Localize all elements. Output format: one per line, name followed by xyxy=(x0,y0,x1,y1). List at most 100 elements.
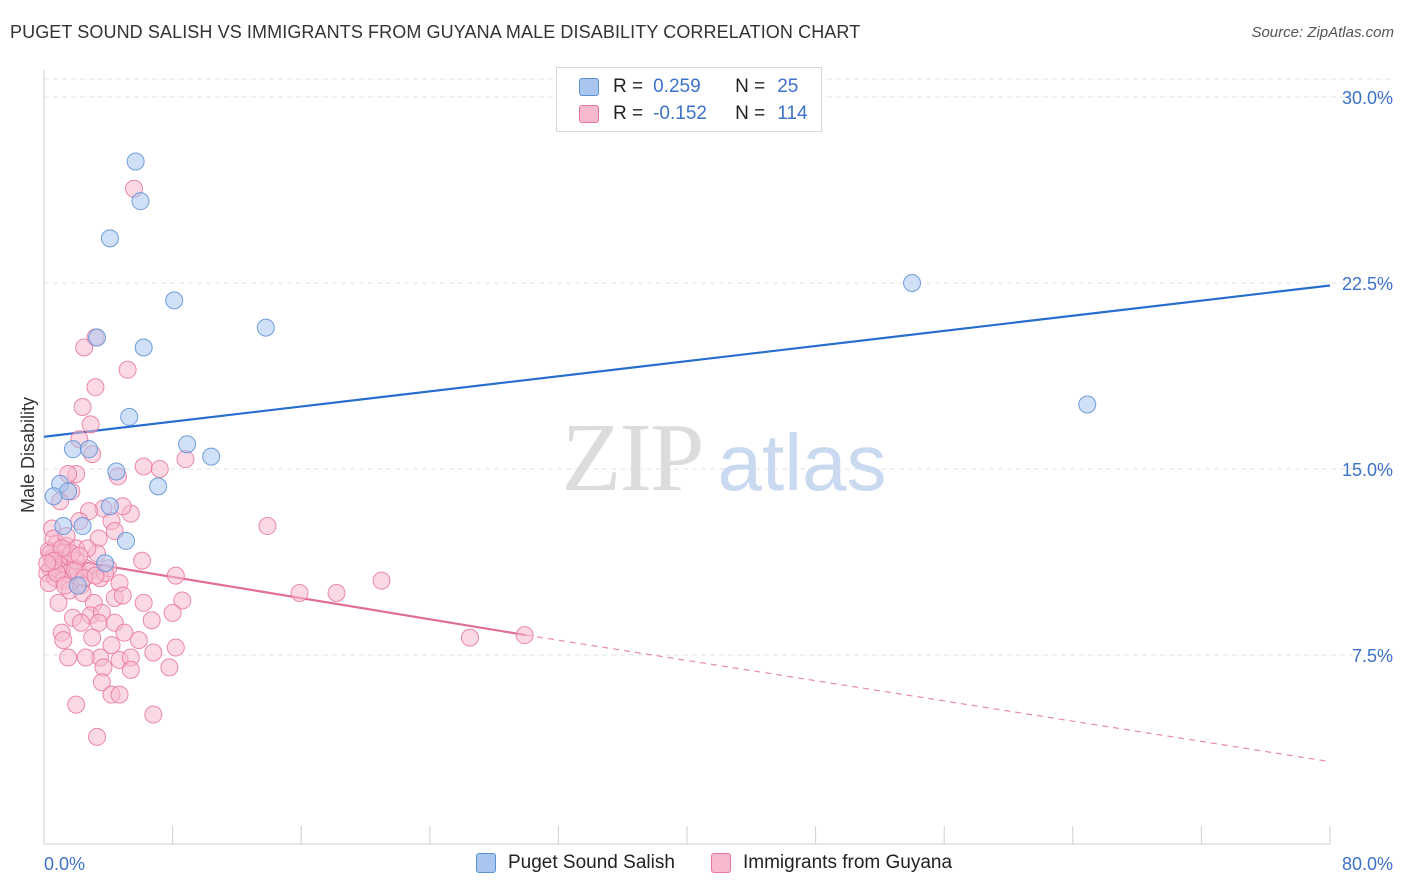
watermark: ZIP atlas xyxy=(562,404,887,512)
trend-extension-1 xyxy=(526,634,1331,763)
point-puget xyxy=(116,531,135,550)
point-guyana xyxy=(102,636,121,655)
point-puget xyxy=(120,407,139,426)
point-guyana xyxy=(134,593,153,612)
point-guyana xyxy=(290,584,309,602)
point-puget xyxy=(1078,395,1097,414)
series-legend: Puget Sound Salish Immigrants from Guyan… xyxy=(0,852,1406,878)
y-axis-label: Male Disability xyxy=(18,397,38,513)
point-guyana xyxy=(38,554,57,573)
x-tick-label-min: 0.0% xyxy=(44,854,85,874)
point-guyana xyxy=(327,584,346,602)
legend-swatch-guyana xyxy=(711,853,731,873)
legend-swatch-puget xyxy=(476,853,496,873)
point-puget xyxy=(100,497,119,516)
legend-r-value: -0.152 xyxy=(653,103,707,124)
point-puget xyxy=(149,477,168,496)
point-guyana xyxy=(110,685,129,704)
point-guyana xyxy=(73,398,92,416)
point-guyana xyxy=(94,658,113,677)
point-guyana xyxy=(75,338,94,357)
point-puget xyxy=(73,517,92,536)
point-guyana xyxy=(121,660,140,679)
y-tick-label: 30.0% xyxy=(1342,88,1393,108)
legend-swatch-guyana xyxy=(579,105,599,123)
legend-item-guyana[interactable]: Immigrants from Guyana xyxy=(711,852,952,874)
watermark-zip: ZIP xyxy=(562,404,703,512)
point-puget xyxy=(88,328,107,347)
legend-label-guyana: Immigrants from Guyana xyxy=(743,852,953,873)
point-guyana xyxy=(134,457,153,476)
y-tick-label: 7.5% xyxy=(1352,646,1393,666)
point-guyana xyxy=(71,613,90,632)
chart-source: Source: ZipAtlas.com xyxy=(1251,24,1394,41)
legend-r-value: 0.259 xyxy=(653,76,701,97)
point-guyana xyxy=(92,673,111,692)
point-guyana xyxy=(144,705,163,724)
point-guyana xyxy=(176,450,195,469)
point-guyana xyxy=(118,360,137,379)
point-guyana xyxy=(59,648,78,667)
axes xyxy=(43,70,1331,845)
point-guyana xyxy=(166,566,185,585)
point-guyana xyxy=(83,628,102,647)
point-guyana xyxy=(113,586,132,605)
chart-title: PUGET SOUND SALISH VS IMMIGRANTS FROM GU… xyxy=(10,22,861,42)
point-puget xyxy=(202,447,221,466)
point-puget xyxy=(131,192,150,211)
tick-labels: 7.5% 15.0% 22.5% 30.0% 0.0% 80.0% xyxy=(44,88,1393,874)
point-guyana xyxy=(372,571,391,590)
point-puget xyxy=(256,318,275,337)
legend-n-value: 25 xyxy=(777,76,799,97)
legend-n-value: 114 xyxy=(777,103,808,124)
point-guyana xyxy=(49,593,68,612)
point-guyana xyxy=(144,643,163,662)
legend-item-puget[interactable]: Puget Sound Salish xyxy=(476,852,675,874)
y-tick-label: 22.5% xyxy=(1342,274,1393,294)
legend-r-label: R = xyxy=(613,103,644,124)
point-puget xyxy=(68,576,87,595)
legend-swatch-puget xyxy=(579,78,599,96)
point-guyana xyxy=(133,551,152,570)
watermark-atlas: atlas xyxy=(718,418,887,507)
point-guyana xyxy=(70,546,89,565)
trend-lines xyxy=(43,284,1331,763)
point-guyana xyxy=(86,378,105,397)
point-puget xyxy=(165,291,184,310)
point-guyana xyxy=(76,648,95,667)
point-guyana xyxy=(81,415,100,434)
point-guyana xyxy=(115,623,134,642)
trend-line-1 xyxy=(43,554,527,637)
point-puget xyxy=(63,440,82,459)
point-guyana xyxy=(258,517,277,536)
point-puget xyxy=(100,229,119,248)
point-guyana xyxy=(160,658,179,677)
point-guyana xyxy=(173,591,192,610)
point-puget xyxy=(134,338,153,357)
legend-row-puget: R = 0.259 N = 25 xyxy=(579,74,798,100)
point-guyana xyxy=(105,522,124,540)
x-tick-label-max: 80.0% xyxy=(1342,854,1393,874)
point-puget xyxy=(54,517,73,536)
point-guyana xyxy=(163,603,182,622)
point-puget xyxy=(107,462,126,481)
point-guyana xyxy=(88,727,107,746)
point-guyana xyxy=(150,460,169,478)
stats-legend: R = 0.259 N = 25 R = -0.152 N = 114 xyxy=(556,67,822,132)
point-guyana xyxy=(86,566,105,585)
point-puget xyxy=(96,554,115,573)
point-guyana xyxy=(515,626,534,645)
point-puget xyxy=(178,435,197,454)
y-tick-label: 15.0% xyxy=(1342,460,1393,480)
point-guyana xyxy=(67,695,86,714)
legend-label-puget: Puget Sound Salish xyxy=(508,852,675,873)
point-guyana xyxy=(142,611,161,630)
legend-n-label: N = xyxy=(735,76,766,97)
legend-n-label: N = xyxy=(735,103,766,124)
legend-row-guyana: R = -0.152 N = 114 xyxy=(579,101,808,127)
legend-r-label: R = xyxy=(613,76,644,97)
data-points xyxy=(38,152,1097,746)
point-guyana xyxy=(129,631,148,650)
point-puget xyxy=(44,487,63,506)
